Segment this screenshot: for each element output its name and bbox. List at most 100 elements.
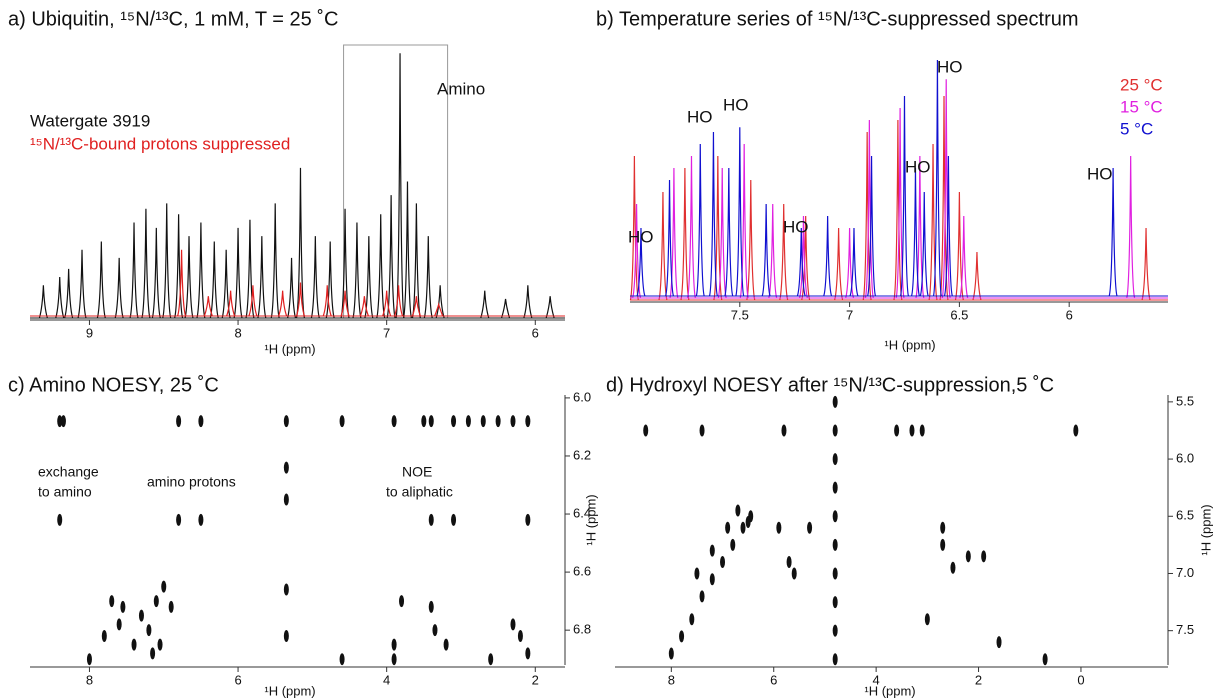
peak — [77, 249, 87, 319]
peak — [724, 167, 734, 297]
annotation: amino protons — [147, 474, 236, 490]
peak — [177, 249, 187, 317]
cross-peak — [725, 521, 731, 534]
cross-peak — [694, 567, 700, 580]
panel-title: d) Hydroxyl NOESY after ¹⁵N/¹³C-suppress… — [606, 374, 1054, 396]
cross-peak — [198, 415, 204, 428]
cross-peak — [428, 415, 434, 428]
cross-peak — [832, 538, 838, 551]
peak — [310, 236, 320, 319]
x-tick-label: 7 — [383, 325, 390, 340]
peak — [959, 215, 969, 299]
cross-peak — [57, 513, 63, 526]
peak — [382, 290, 392, 317]
annotation: exchange — [38, 464, 99, 480]
cross-peak — [176, 415, 182, 428]
cross-peak — [668, 647, 674, 660]
cross-peak — [116, 618, 122, 631]
peak — [500, 298, 511, 319]
cross-peak — [283, 415, 289, 428]
cross-peak — [283, 583, 289, 596]
peak — [196, 222, 206, 319]
cross-peak — [161, 580, 167, 593]
annotation: to amino — [38, 484, 92, 500]
peak — [226, 290, 236, 317]
cross-peak — [832, 510, 838, 523]
panel-title: c) Amino NOESY, 25 ˚C — [8, 374, 219, 396]
cross-peak — [996, 636, 1002, 649]
y-tick-label: 7.0 — [1176, 565, 1194, 580]
peak — [184, 236, 194, 319]
x-axis-label: ¹H (ppm) — [264, 341, 315, 356]
cross-peak — [832, 395, 838, 408]
peak — [352, 222, 362, 319]
x-tick-label: 4 — [383, 672, 390, 687]
cross-peak — [157, 638, 163, 651]
peak — [823, 215, 833, 297]
peak — [64, 268, 74, 319]
x-tick-label: 8 — [668, 672, 675, 687]
peak — [932, 59, 943, 297]
cross-peak — [510, 618, 516, 631]
cross-peak — [283, 493, 289, 506]
panel-title: a) Ubiquitin, ¹⁵N/¹³C, 1 mM, T = 25 ˚C — [8, 8, 338, 30]
x-tick-label: 6 — [532, 325, 539, 340]
x-tick-label: 8 — [86, 672, 93, 687]
cross-peak — [510, 415, 516, 428]
y-tick-label: 6.0 — [573, 389, 591, 404]
x-tick-label: 6 — [234, 672, 241, 687]
peak — [735, 127, 745, 297]
cross-peak — [709, 573, 715, 586]
annotation: HO — [628, 227, 654, 246]
peak — [278, 290, 288, 317]
cross-peak — [699, 424, 705, 437]
cross-peak — [168, 600, 174, 613]
cross-peak — [428, 600, 434, 613]
peak — [798, 215, 809, 299]
cross-peak — [138, 609, 144, 622]
y-tick-label: 6.4 — [573, 505, 591, 520]
peak — [768, 203, 778, 299]
y-tick-label: 6.8 — [573, 622, 591, 637]
cross-peak — [60, 415, 66, 428]
cross-peak — [391, 415, 397, 428]
peak — [480, 290, 490, 319]
peak — [209, 241, 219, 319]
peak — [55, 277, 65, 319]
cross-peak — [776, 521, 782, 534]
peak — [941, 79, 951, 299]
peak — [245, 219, 255, 319]
cross-peak — [432, 624, 438, 637]
annotation: to aliphatic — [386, 484, 453, 500]
peak — [664, 179, 675, 297]
peak — [141, 208, 151, 319]
cross-peak — [339, 415, 345, 428]
peak — [395, 53, 405, 319]
cross-peak — [832, 624, 838, 637]
peak — [114, 257, 124, 319]
legend-label: Watergate 3919 — [30, 111, 150, 130]
peak — [96, 241, 106, 319]
peak — [899, 95, 910, 297]
peak — [151, 227, 161, 319]
peak — [680, 167, 690, 301]
cross-peak — [86, 653, 92, 666]
peak — [423, 236, 433, 319]
cross-peak — [894, 424, 900, 437]
cross-peak — [965, 550, 971, 563]
annotation: HO — [905, 157, 931, 176]
x-tick-label: 6 — [1066, 307, 1073, 322]
peak — [849, 227, 859, 297]
peak — [393, 285, 404, 317]
cross-peak — [940, 538, 946, 551]
peak — [834, 227, 844, 301]
annotation: Amino — [437, 79, 485, 98]
cross-peak — [480, 415, 486, 428]
x-tick-label: 9 — [86, 325, 93, 340]
peak — [864, 119, 874, 299]
cross-peak — [1042, 653, 1048, 666]
cross-peak — [832, 481, 838, 494]
legend-label: 15 °C — [1120, 97, 1163, 116]
annotation: NOE — [402, 464, 432, 480]
cross-peak — [781, 424, 787, 437]
